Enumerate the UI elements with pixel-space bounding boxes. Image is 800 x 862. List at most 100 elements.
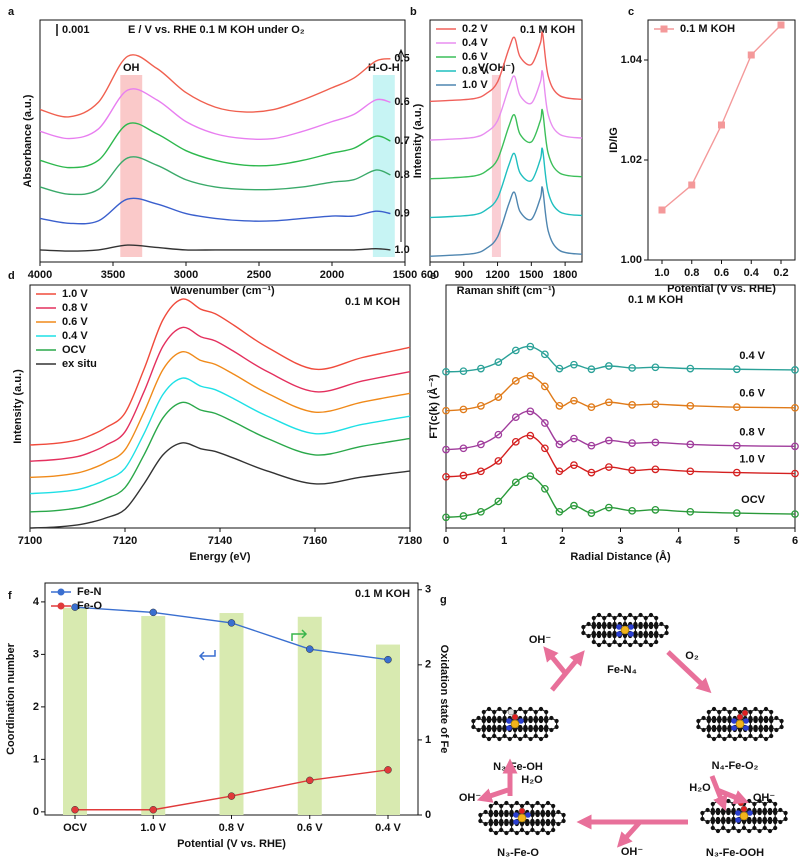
series-line [29, 442, 411, 529]
carbon-atom [497, 718, 502, 724]
series-line [39, 88, 391, 141]
nitrogen-atom [628, 624, 634, 630]
carbon-atom [530, 809, 535, 815]
x-tick-label: 3000 [174, 269, 198, 281]
legend-label: 0.8 V [62, 302, 88, 314]
carbon-atom [540, 821, 545, 827]
carbon-atom [696, 718, 701, 724]
carbon-atom [705, 819, 710, 825]
carbon-atom [726, 816, 731, 822]
band-label: OH [123, 62, 140, 74]
marker [306, 776, 314, 785]
nitrogen-atom [525, 812, 531, 818]
marker [555, 440, 564, 449]
marker [494, 497, 503, 506]
annotation: 0.1 M KOH [520, 24, 575, 36]
carbon-atom [481, 709, 486, 715]
carbon-atom [561, 812, 566, 818]
carbon-atom [758, 715, 763, 721]
legend-label: 0.2 V [462, 23, 488, 35]
carbon-atom [488, 821, 493, 827]
carbon-atom [664, 630, 669, 636]
series-line [29, 298, 411, 446]
carbon-atom [654, 615, 659, 621]
marker [149, 608, 157, 617]
reaction-arrow [716, 787, 749, 805]
carbon-atom [507, 736, 512, 742]
carbon-atom [711, 718, 717, 724]
carbon-atom [643, 615, 648, 621]
carbon-atom [533, 727, 538, 733]
carbon-atom [591, 639, 596, 645]
x-tick-label: 0.4 V [375, 822, 401, 834]
carbon-atom [530, 803, 535, 809]
carbon-atom [721, 816, 726, 822]
carbon-atom [711, 727, 717, 733]
carbon-atom [509, 809, 514, 815]
marker [526, 371, 535, 380]
iron-atom [739, 811, 749, 821]
series-line [429, 108, 583, 180]
carbon-atom [769, 715, 774, 721]
carbon-atom [607, 624, 612, 630]
annotation: 0.1 M KOH [345, 296, 400, 308]
x-axis-label: Wavenumber (cm⁻¹) [170, 285, 275, 297]
marker [570, 461, 578, 469]
carbon-atom [757, 828, 762, 834]
series-label: 0.6 V [739, 388, 765, 400]
carbon-atom [783, 810, 788, 816]
carbon-atom [525, 821, 530, 827]
marker [526, 431, 535, 440]
carbon-atom [757, 819, 762, 825]
carbon-atom [767, 807, 773, 813]
carbon-atom [638, 624, 643, 630]
carbon-atom [483, 821, 488, 827]
carbon-atom [512, 733, 518, 739]
reaction-arrow [616, 820, 642, 848]
nitrogen-atom [735, 810, 741, 816]
carbon-atom [741, 819, 747, 825]
legend-label: Fe-O [77, 600, 103, 612]
marker [442, 445, 450, 454]
x-tick-label: 5 [734, 535, 740, 547]
series-label: 0.4 V [739, 350, 765, 362]
plot-frame [445, 284, 796, 529]
carbon-atom [710, 816, 715, 822]
carbon-atom [596, 633, 602, 639]
carbon-atom [476, 715, 481, 721]
carbon-atom [622, 621, 628, 627]
reaction-arrow [543, 646, 568, 676]
marker [459, 471, 468, 480]
marker [686, 364, 695, 373]
carbon-atom [509, 818, 514, 824]
molecule [478, 800, 566, 836]
marker [555, 507, 564, 516]
carbon-atom [493, 821, 499, 827]
carbon-atom [528, 715, 533, 721]
carbon-atom [493, 818, 499, 824]
ligand-atom [518, 807, 526, 815]
legend-label: 1.0 V [62, 288, 88, 300]
legend-label: 0.4 V [462, 37, 488, 49]
panel-letter: a [8, 6, 15, 18]
carbon-atom [731, 801, 736, 807]
marker [651, 363, 660, 372]
carbon-atom [523, 718, 528, 724]
carbon-atom [763, 724, 769, 730]
nitrogen-atom [506, 718, 512, 724]
carbon-atom [551, 812, 556, 818]
carbon-atom [778, 819, 783, 825]
carbon-atom [706, 718, 711, 724]
annotation: E / V vs. RHE 0.1 M KOH under O₂ [128, 24, 305, 36]
marker [651, 400, 660, 409]
carbon-atom [633, 615, 638, 621]
carbon-atom [773, 819, 778, 825]
x-axis-label: Potential (V vs. RHE) [667, 283, 776, 295]
carbon-atom [701, 715, 706, 721]
marker [384, 655, 392, 664]
carbon-atom [727, 724, 732, 730]
carbon-atom [504, 812, 509, 818]
carbon-atom [486, 727, 492, 733]
carbon-atom [706, 724, 711, 730]
